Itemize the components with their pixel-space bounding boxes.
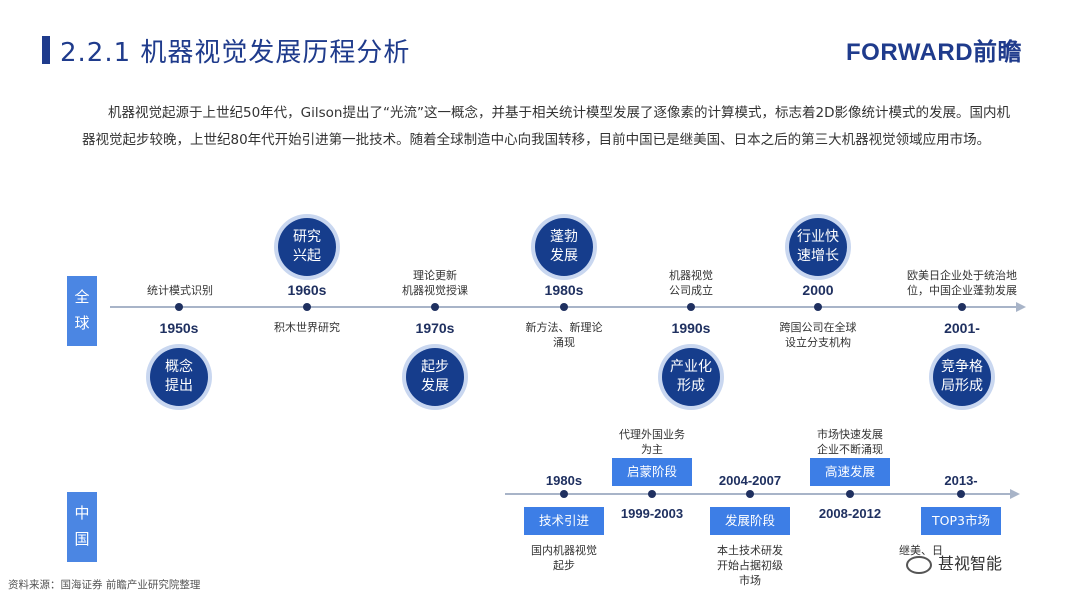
global-axis-arrow xyxy=(1016,302,1026,312)
china-dot-1980s xyxy=(560,490,568,498)
global-circle-2000: 行业快 速增长 xyxy=(789,218,847,276)
china-dot-1999 xyxy=(648,490,656,498)
china-dot-2008 xyxy=(846,490,854,498)
global-circle-1950s: 概念 提出 xyxy=(150,348,208,406)
china-event-1980s: 国内机器视觉 起步 xyxy=(531,544,597,572)
global-dot-1980s xyxy=(560,303,568,311)
global-dot-1990s xyxy=(687,303,695,311)
global-event-1970s: 理论更新 机器视觉授课 xyxy=(402,269,468,297)
china-box-1980s: 技术引进 xyxy=(524,507,604,535)
global-band-label: 全 球 xyxy=(67,276,97,346)
global-year-1990s: 1990s xyxy=(671,320,711,336)
global-year-1970s: 1970s xyxy=(415,320,455,336)
china-box-2013: TOP3市场 xyxy=(921,507,1001,535)
title-accent-bar xyxy=(42,36,50,64)
china-box-2004: 发展阶段 xyxy=(710,507,790,535)
global-circle-1970s: 起步 发展 xyxy=(406,348,464,406)
china-year-1980s: 1980s xyxy=(545,473,583,488)
china-band-label: 中 国 xyxy=(67,492,97,562)
global-year-2001: 2001- xyxy=(944,320,980,336)
global-circle-2001: 竞争格 局形成 xyxy=(933,348,991,406)
global-year-2000: 2000 xyxy=(802,282,834,298)
global-dot-2000 xyxy=(814,303,822,311)
china-box-2008: 高速发展 xyxy=(810,458,890,486)
china-event-1999: 代理外国业务 为主 xyxy=(619,428,685,456)
china-event-2008: 市场快速发展 企业不断涌现 xyxy=(817,428,883,456)
global-dot-1950s xyxy=(175,303,183,311)
source-note: 资料来源：国海证券 前瞻产业研究院整理 xyxy=(8,579,201,591)
china-year-2013: 2013- xyxy=(944,473,978,488)
wechat-icon xyxy=(906,555,932,574)
china-event-2004: 本土技术研发 开始占据初级 市场 xyxy=(717,544,783,587)
global-circle-1990s: 产业化 形成 xyxy=(662,348,720,406)
china-dot-2013 xyxy=(957,490,965,498)
china-year-2008: 2008-2012 xyxy=(818,506,882,521)
intro-paragraph: 机器视觉起源于上世纪50年代，Gilson提出了“光流”这一概念，并基于相关统计… xyxy=(82,105,1010,148)
brand-logo: FORWARD前瞻 xyxy=(846,39,1023,66)
china-event-2013: 继美、日 xyxy=(899,544,943,557)
global-circle-1960s: 研究 兴起 xyxy=(278,218,336,276)
global-event-2001: 欧美日企业处于统治地 位，中国企业蓬勃发展 xyxy=(907,269,1017,297)
global-circle-1980s: 蓬勃 发展 xyxy=(535,218,593,276)
global-year-1960s: 1960s xyxy=(287,282,327,298)
global-year-1980s: 1980s xyxy=(544,282,584,298)
global-event-1980s: 新方法、新理论 涌现 xyxy=(525,321,603,349)
global-dot-1960s xyxy=(303,303,311,311)
china-year-2004: 2004-2007 xyxy=(718,473,782,488)
china-year-1999: 1999-2003 xyxy=(620,506,684,521)
global-event-1960s: 积木世界研究 xyxy=(274,321,340,334)
global-event-2000: 跨国公司在全球 设立分支机构 xyxy=(779,321,857,349)
page-title: 2.2.1 机器视觉发展历程分析 xyxy=(60,38,411,68)
global-dot-2001 xyxy=(958,303,966,311)
china-dot-2004 xyxy=(746,490,754,498)
watermark: 甚视智能 xyxy=(906,550,1002,574)
global-year-1950s: 1950s xyxy=(159,320,199,336)
global-event-1990s: 机器视觉 公司成立 xyxy=(669,269,713,297)
china-axis-arrow xyxy=(1010,489,1020,499)
global-event-1950s: 统计模式识别 xyxy=(147,284,213,297)
china-box-1999: 启蒙阶段 xyxy=(612,458,692,486)
watermark-text: 甚视智能 xyxy=(938,554,1003,573)
global-dot-1970s xyxy=(431,303,439,311)
